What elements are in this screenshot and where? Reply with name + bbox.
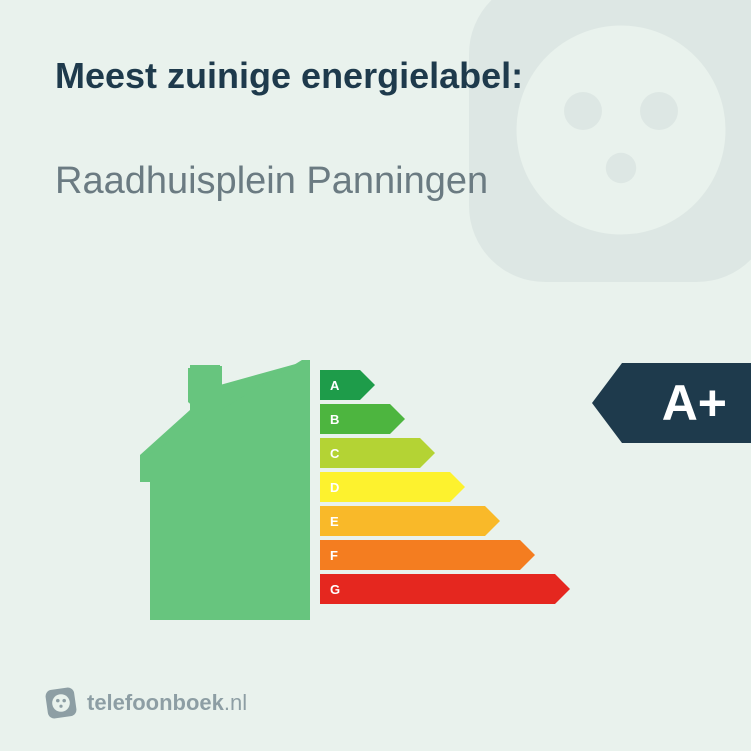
energy-bar-F: F — [320, 540, 555, 570]
footer-brand: telefoonboek.nl — [45, 687, 247, 719]
brand-name: telefoonboek — [87, 690, 224, 715]
page-title: Meest zuinige energielabel: — [55, 55, 523, 97]
energy-bar-D: D — [320, 472, 555, 502]
energy-bar-E: E — [320, 506, 555, 536]
energy-bar-A: A — [320, 370, 555, 400]
energy-bar-G: G — [320, 574, 555, 604]
house-icon — [140, 360, 310, 620]
rating-value: A+ — [662, 374, 727, 432]
rating-badge: A+ — [622, 363, 751, 443]
brand-icon — [45, 687, 77, 719]
brand-tld: .nl — [224, 690, 247, 715]
bar-label: C — [320, 446, 339, 461]
bar-label: E — [320, 514, 339, 529]
energy-bars: A B C D E F G — [320, 370, 555, 608]
energy-bar-C: C — [320, 438, 555, 468]
bar-label: F — [320, 548, 338, 563]
brand-text: telefoonboek.nl — [87, 690, 247, 716]
bar-label: G — [320, 582, 340, 597]
energy-label-chart: A B C D E F G — [140, 360, 560, 620]
bar-label: A — [320, 378, 339, 393]
bar-label: D — [320, 480, 339, 495]
location-name: Raadhuisplein Panningen — [55, 160, 488, 203]
energy-bar-B: B — [320, 404, 555, 434]
bar-label: B — [320, 412, 339, 427]
